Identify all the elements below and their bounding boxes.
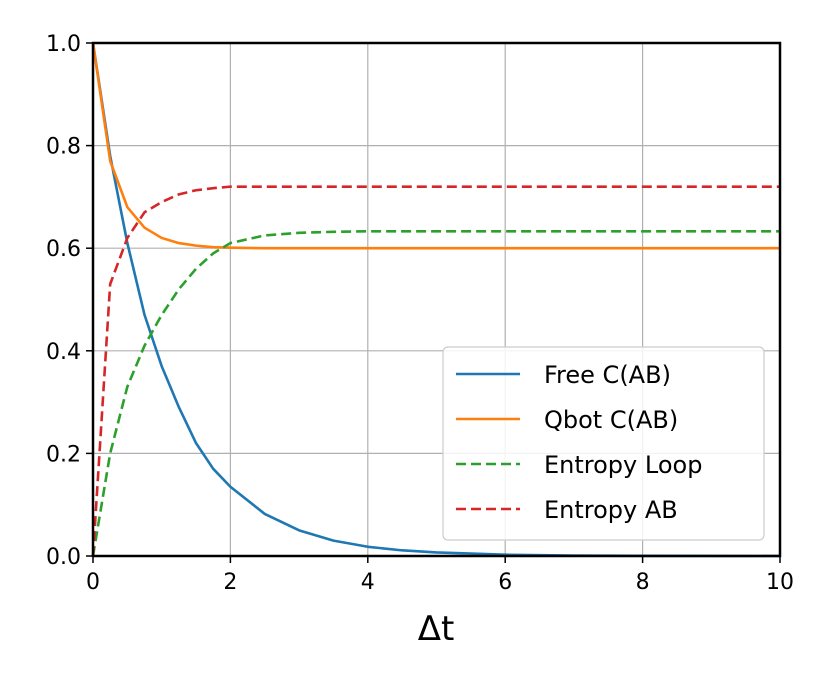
y-tick-label: 0.2 <box>46 442 81 467</box>
legend-label: Qbot C(AB) <box>544 406 678 434</box>
x-tick-label: 8 <box>636 570 650 595</box>
legend-label: Free C(AB) <box>544 361 671 389</box>
x-axis-ticks: 0 2 4 6 8 10 <box>86 556 794 595</box>
x-axis-label: Δt <box>418 609 455 649</box>
y-axis-ticks: 0.0 0.2 0.4 0.6 0.8 1.0 <box>46 32 93 570</box>
y-tick-label: 0.8 <box>46 135 81 160</box>
x-tick-label: 6 <box>498 570 512 595</box>
series-line-qbot-c-ab <box>91 42 780 250</box>
series-line-entropy-ab <box>91 185 780 557</box>
plot-frame <box>91 41 782 558</box>
y-tick-label: 0.4 <box>46 340 81 365</box>
x-tick-label: 4 <box>361 570 375 595</box>
x-tick-label: 10 <box>766 570 794 595</box>
y-tick-label: 0.0 <box>46 545 81 570</box>
x-tick-label: 0 <box>86 570 100 595</box>
y-tick-label: 1.0 <box>46 32 81 57</box>
legend-label: Entropy AB <box>544 496 678 524</box>
legend-label: Entropy Loop <box>544 451 702 479</box>
legend-box <box>442 346 765 541</box>
x-tick-label: 2 <box>223 570 237 595</box>
series-line-entropy-loop <box>91 229 780 557</box>
y-tick-label: 0.6 <box>46 237 81 262</box>
legend: Free C(AB) Qbot C(AB) Entropy Loop Entropy … <box>442 346 765 541</box>
